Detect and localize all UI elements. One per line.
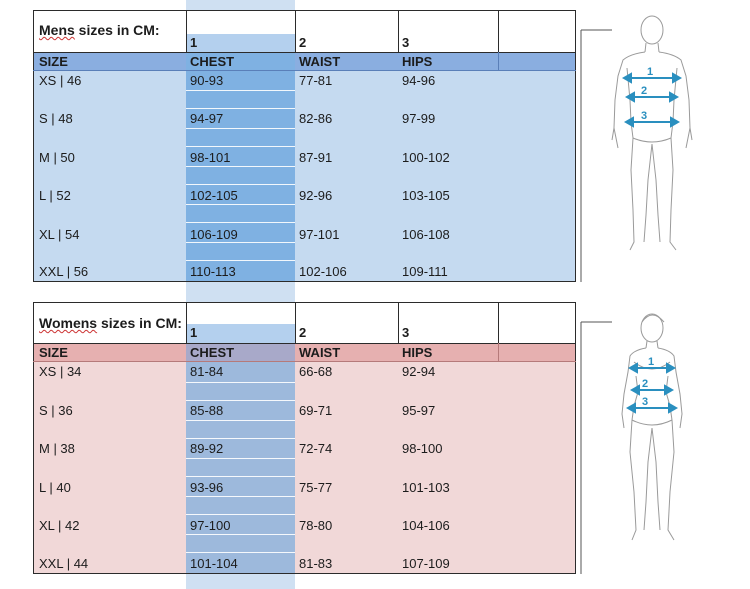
male-marker-1: 1	[647, 66, 653, 78]
men-cell-waist: 82-86	[299, 111, 333, 126]
men-cell-size: XL | 54	[39, 227, 80, 242]
men-cell-hips: 106-108	[402, 227, 450, 242]
women-cell-hips: 104-106	[402, 518, 450, 533]
women-header-hips: HIPS	[402, 345, 433, 360]
women-header-chest: CHEST	[190, 345, 235, 360]
women-cell-chest: 81-84	[190, 364, 224, 379]
male-figure-illustration: 1 2 3	[578, 10, 748, 282]
women-cell-waist: 72-74	[299, 441, 333, 456]
women-cell-hips: 92-94	[402, 364, 436, 379]
women-header-size: SIZE	[39, 345, 68, 360]
women-col-number-1: 1	[190, 325, 198, 340]
women-table-title: Womens sizes in CM:	[39, 315, 182, 331]
women-cell-size: XL | 42	[39, 518, 80, 533]
men-header-size: SIZE	[39, 54, 68, 69]
men-cell-hips: 103-105	[402, 188, 450, 203]
men-cell-waist: 92-96	[299, 188, 333, 203]
men-cell-chest: 102-105	[190, 188, 238, 203]
men-cell-size: L | 52	[39, 188, 71, 203]
men-header-chest: CHEST	[190, 54, 235, 69]
women-cell-hips: 98-100	[402, 441, 443, 456]
women-cell-hips: 107-109	[402, 556, 450, 571]
male-marker-3: 3	[641, 110, 647, 122]
men-cell-hips: 94-96	[402, 73, 436, 88]
men-size-table: Mens sizes in CM: 1 2 3 SIZE CHEST WAIST…	[33, 10, 576, 282]
men-cell-chest: 110-113	[190, 264, 236, 279]
women-cell-waist: 75-77	[299, 480, 333, 495]
women-cell-size: S | 36	[39, 403, 73, 418]
men-cell-chest: 106-109	[190, 227, 238, 242]
women-cell-hips: 101-103	[402, 480, 450, 495]
female-marker-1: 1	[648, 356, 654, 368]
women-cell-waist: 81-83	[299, 556, 333, 571]
men-cell-waist: 97-101	[299, 227, 340, 242]
women-cell-chest: 101-104	[190, 556, 238, 571]
men-cell-size: M | 50	[39, 150, 75, 165]
women-cell-waist: 69-71	[299, 403, 333, 418]
men-cell-chest: 90-93	[190, 73, 224, 88]
men-cell-size: XS | 46	[39, 73, 82, 88]
men-header-hips: HIPS	[402, 54, 433, 69]
men-cell-waist: 77-81	[299, 73, 333, 88]
women-cell-hips: 95-97	[402, 403, 436, 418]
women-cell-waist: 66-68	[299, 364, 333, 379]
women-header-waist: WAIST	[299, 345, 341, 360]
men-cell-chest: 94-97	[190, 111, 224, 126]
women-cell-waist: 78-80	[299, 518, 333, 533]
female-marker-2: 2	[642, 378, 648, 390]
men-cell-hips: 109-111	[402, 264, 448, 279]
men-cell-hips: 100-102	[402, 150, 450, 165]
men-header-waist: WAIST	[299, 54, 341, 69]
female-figure-illustration: 1 2 3	[578, 302, 748, 574]
men-cell-waist: 87-91	[299, 150, 333, 165]
men-col-number-2: 2	[299, 35, 307, 50]
women-header-row	[33, 343, 576, 362]
men-cell-size: S | 48	[39, 111, 73, 126]
female-marker-3: 3	[642, 396, 648, 408]
women-cell-chest: 89-92	[190, 441, 224, 456]
men-col-number-1: 1	[190, 35, 198, 50]
women-cell-size: L | 40	[39, 480, 71, 495]
men-col-number-3: 3	[402, 35, 410, 50]
men-cell-hips: 97-99	[402, 111, 436, 126]
women-size-table: Womens sizes in CM: 1 2 3 SIZE CHEST WAI…	[33, 302, 576, 574]
women-cell-chest: 93-96	[190, 480, 224, 495]
women-col-number-2: 2	[299, 325, 307, 340]
men-table-title: Mens sizes in CM:	[39, 22, 160, 38]
women-cell-size: M | 38	[39, 441, 75, 456]
women-col-number-3: 3	[402, 325, 410, 340]
men-cell-waist: 102-106	[299, 264, 347, 279]
women-cell-chest: 85-88	[190, 403, 224, 418]
men-header-row	[33, 52, 576, 71]
men-cell-chest: 98-101	[190, 150, 231, 165]
women-cell-chest: 97-100	[190, 518, 231, 533]
men-cell-size: XXL | 56	[39, 264, 89, 279]
women-cell-size: XXL | 44	[39, 556, 89, 571]
male-marker-2: 2	[641, 85, 647, 97]
women-cell-size: XS | 34	[39, 364, 82, 379]
